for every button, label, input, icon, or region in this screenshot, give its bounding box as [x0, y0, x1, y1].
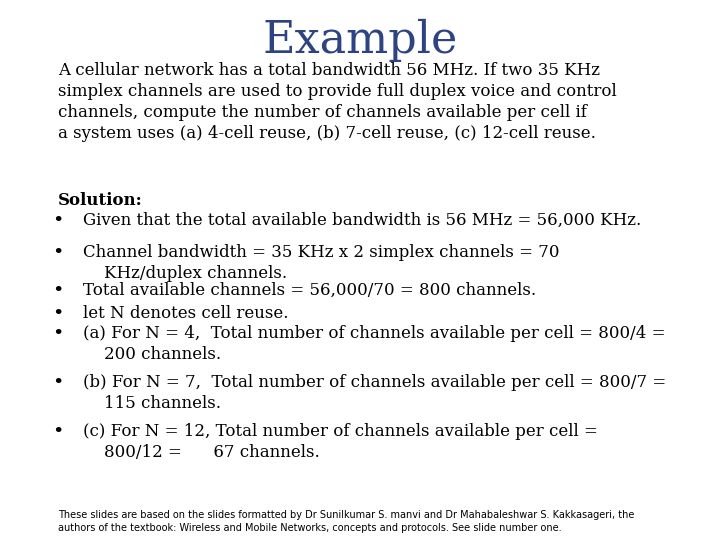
Text: (c) For N = 12, Total number of channels available per cell =
    800/12 =      : (c) For N = 12, Total number of channels… — [83, 423, 598, 461]
Text: These slides are based on the slides formatted by Dr Sunilkumar S. manvi and Dr : These slides are based on the slides for… — [58, 510, 634, 532]
Text: •: • — [52, 282, 63, 300]
Text: Channel bandwidth = 35 KHz x 2 simplex channels = 70
    KHz/duplex channels.: Channel bandwidth = 35 KHz x 2 simplex c… — [83, 244, 559, 282]
Text: •: • — [52, 374, 63, 392]
Text: •: • — [52, 305, 63, 323]
Text: Given that the total available bandwidth is 56 MHz = 56,000 KHz.: Given that the total available bandwidth… — [83, 212, 641, 228]
Text: •: • — [52, 325, 63, 343]
Text: •: • — [52, 212, 63, 230]
Text: •: • — [52, 244, 63, 262]
Text: Example: Example — [262, 19, 458, 62]
Text: A cellular network has a total bandwidth 56 MHz. If two 35 KHz
simplex channels : A cellular network has a total bandwidth… — [58, 62, 616, 142]
Text: Total available channels = 56,000/70 = 800 channels.: Total available channels = 56,000/70 = 8… — [83, 282, 536, 299]
Text: (b) For N = 7,  Total number of channels available per cell = 800/7 =
    115 ch: (b) For N = 7, Total number of channels … — [83, 374, 666, 412]
Text: Solution:: Solution: — [58, 192, 143, 208]
Text: let N denotes cell reuse.: let N denotes cell reuse. — [83, 305, 288, 322]
Text: (a) For N = 4,  Total number of channels available per cell = 800/4 =
    200 ch: (a) For N = 4, Total number of channels … — [83, 325, 665, 363]
Text: •: • — [52, 423, 63, 441]
